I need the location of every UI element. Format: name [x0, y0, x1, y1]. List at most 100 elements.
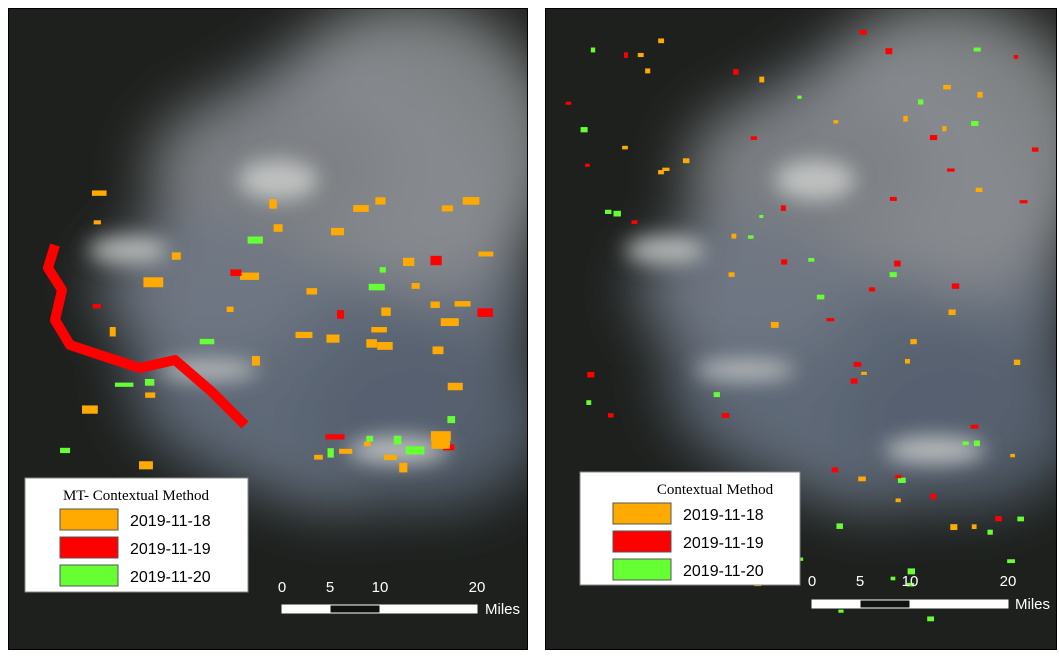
fire-pixel	[930, 494, 936, 500]
smoke-bright	[625, 236, 705, 264]
fire-pixel	[974, 440, 980, 446]
scale-segment	[812, 600, 860, 608]
scale-tick-label: 10	[372, 579, 389, 596]
fire-pixel	[683, 158, 689, 163]
fire-pixel	[859, 30, 866, 35]
fire-pixel	[898, 478, 906, 483]
smoke-bright	[775, 160, 855, 200]
fire-pixel	[826, 318, 834, 321]
legend-label: 2019-11-19	[683, 535, 764, 552]
legend-label: 2019-11-20	[683, 563, 764, 580]
fire-pixel	[366, 339, 377, 348]
legend-label: 2019-11-18	[130, 513, 211, 530]
legend-swatch	[613, 531, 671, 552]
fire-pixel	[403, 258, 414, 266]
legend-title: MT- Contextual Method	[63, 488, 210, 504]
fire-pixel	[950, 524, 957, 530]
fire-pixel	[331, 228, 344, 235]
fire-pixel	[833, 120, 838, 123]
fire-pixel	[412, 283, 420, 289]
fire-pixel	[971, 121, 978, 126]
fire-pixel	[930, 135, 937, 140]
fire-pixel	[808, 258, 814, 262]
fire-pixel	[962, 441, 968, 445]
fire-pixel	[566, 102, 572, 105]
scale-segment	[282, 605, 330, 613]
fire-pixel	[143, 277, 163, 287]
fire-pixel	[891, 577, 896, 581]
fire-pixel	[947, 168, 955, 171]
figure: MT- Contextual Method 2019-11-18 2019-11-1…	[0, 0, 1059, 656]
fire-pixel	[733, 69, 738, 75]
smoke-bright	[88, 236, 168, 264]
fire-pixel	[895, 475, 901, 478]
legend-swatch	[613, 559, 671, 580]
smoke-bright	[238, 160, 318, 200]
fire-pixel	[455, 301, 471, 307]
fire-pixel	[384, 455, 397, 460]
fire-pixel	[587, 372, 594, 378]
fire-pixel	[1032, 147, 1039, 151]
fire-pixel	[771, 322, 779, 328]
fire-pixel	[632, 220, 638, 224]
smoke	[308, 330, 548, 510]
fire-pixel	[817, 295, 824, 300]
fire-pixel	[430, 256, 441, 265]
fire-pixel	[896, 498, 901, 502]
fire-pixel	[854, 362, 862, 367]
fire-pixel	[905, 359, 910, 364]
fire-pixel	[658, 38, 664, 43]
fire-pixel	[306, 288, 317, 294]
fire-pixel	[1017, 517, 1024, 522]
fire-pixel	[748, 235, 754, 238]
fire-pixel	[442, 205, 453, 211]
scale-tick-label: 20	[1000, 573, 1017, 590]
legend-swatch	[60, 565, 118, 586]
fire-pixel	[903, 116, 908, 122]
fire-pixel	[369, 284, 385, 291]
fire-pixel	[613, 211, 620, 217]
fire-pixel	[781, 259, 787, 264]
scale-tick-label: 0	[278, 579, 286, 596]
scale-segment	[330, 605, 380, 613]
scale-segment	[910, 600, 1008, 608]
fire-pixel	[326, 335, 339, 343]
fire-pixel	[82, 405, 98, 413]
fire-pixel	[910, 339, 916, 344]
scale-unit: Miles	[485, 601, 520, 618]
fire-pixel	[92, 190, 107, 195]
fire-pixel	[353, 205, 369, 212]
fire-pixel	[927, 616, 934, 621]
fire-pixel	[624, 52, 628, 58]
fire-pixel	[399, 463, 407, 473]
fire-pixel	[248, 237, 263, 244]
fire-pixel	[339, 449, 352, 454]
fire-pixel	[977, 92, 982, 98]
fire-pixel	[145, 379, 154, 386]
fire-pixel	[918, 99, 923, 104]
legend-swatch	[60, 537, 118, 558]
fire-pixel	[943, 85, 951, 90]
fire-pixel	[622, 146, 628, 150]
smoke-bright	[885, 436, 985, 464]
fire-pixel	[377, 342, 393, 350]
fire-pixel	[375, 197, 385, 204]
fire-pixel	[972, 524, 977, 529]
fire-pixel	[1014, 360, 1020, 365]
fire-pixel	[714, 392, 720, 397]
fire-pixel	[478, 252, 493, 257]
fire-pixel	[585, 164, 590, 167]
fire-pixel	[861, 372, 867, 375]
fire-pixel	[608, 413, 614, 417]
fire-pixel	[1007, 559, 1015, 563]
legend-label: 2019-11-20	[130, 569, 211, 586]
legend-label: 2019-11-18	[683, 507, 764, 524]
fire-pixel	[431, 431, 451, 441]
fire-pixel	[638, 53, 644, 57]
fire-pixel	[431, 302, 440, 308]
fire-pixel	[139, 461, 153, 469]
fire-pixel	[759, 77, 764, 83]
fire-pixel	[314, 455, 323, 460]
fire-pixel	[591, 48, 595, 53]
smoke-bright	[695, 360, 795, 380]
